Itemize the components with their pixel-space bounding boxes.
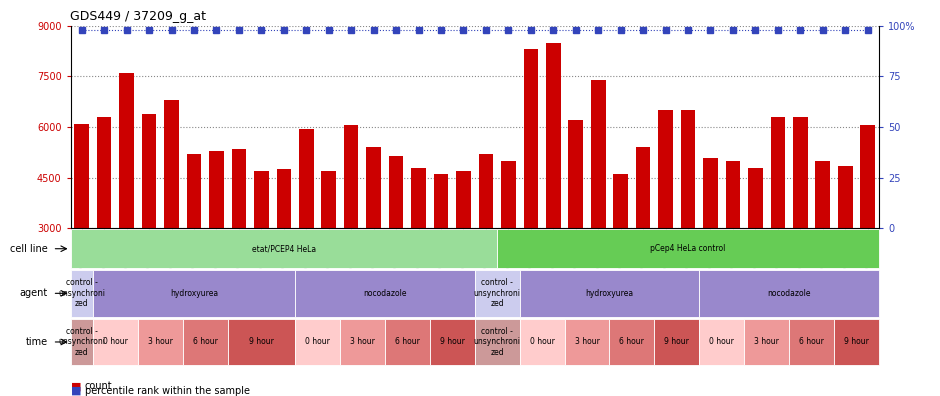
Text: time: time [26,337,48,347]
Text: 3 hour: 3 hour [148,337,173,346]
Bar [389,156,403,330]
Text: 9 hour: 9 hour [844,337,869,346]
Text: control -
unsynchroni
zed: control - unsynchroni zed [474,278,521,308]
Text: ■: ■ [70,386,81,396]
Text: ■: ■ [70,381,81,391]
Bar [456,171,471,330]
Bar [699,270,879,317]
Bar [569,120,583,330]
Bar [138,319,182,366]
Text: etat/PCEP4 HeLa: etat/PCEP4 HeLa [252,244,316,253]
Text: count: count [85,381,112,391]
Bar [520,319,565,366]
Text: 0 hour: 0 hour [710,337,734,346]
Bar [838,166,853,330]
Bar [591,80,605,330]
Bar [681,110,696,330]
Bar [164,100,179,330]
Bar [93,319,138,366]
Text: nocodazole: nocodazole [767,289,811,298]
Bar [70,270,93,317]
Text: control -
unsynchroni
zed: control - unsynchroni zed [474,327,521,357]
Bar [789,319,834,366]
Text: control -
unsynchroni
zed: control - unsynchroni zed [58,278,105,308]
Bar [119,73,133,330]
Bar [520,270,699,317]
Bar [501,161,516,330]
Bar [699,319,744,366]
Bar [384,319,430,366]
Bar [565,319,609,366]
Text: 3 hour: 3 hour [350,337,375,346]
Text: 6 hour: 6 hour [799,337,824,346]
Bar [210,151,224,330]
Text: 3 hour: 3 hour [754,337,779,346]
Bar [744,319,789,366]
Bar [748,168,762,330]
Bar [430,319,475,366]
Bar [74,124,89,330]
Bar [654,319,699,366]
Bar [142,114,156,330]
Text: 6 hour: 6 hour [395,337,420,346]
Text: 3 hour: 3 hour [574,337,600,346]
Bar [703,158,718,330]
Bar [546,43,560,330]
Bar [834,319,879,366]
Bar [70,319,93,366]
Bar [793,117,807,330]
Bar [609,319,654,366]
Bar [321,171,336,330]
Bar [227,319,295,366]
Bar [367,147,381,330]
Text: percentile rank within the sample: percentile rank within the sample [85,386,250,396]
Text: 9 hour: 9 hour [665,337,689,346]
Text: 6 hour: 6 hour [619,337,644,346]
Bar [340,319,384,366]
Bar [658,110,673,330]
Text: 6 hour: 6 hour [193,337,218,346]
Text: agent: agent [20,288,48,298]
Bar [635,147,650,330]
Text: nocodazole: nocodazole [363,289,407,298]
Bar [860,126,875,330]
Bar [276,169,291,330]
Bar [295,319,340,366]
Text: 0 hour: 0 hour [103,337,128,346]
Text: pCep4 HeLa control: pCep4 HeLa control [650,244,726,253]
Bar [475,319,520,366]
Text: hydroxyurea: hydroxyurea [170,289,218,298]
Bar [478,154,494,330]
Text: hydroxyurea: hydroxyurea [586,289,634,298]
Bar [97,117,112,330]
Text: 9 hour: 9 hour [440,337,464,346]
Text: 0 hour: 0 hour [529,337,555,346]
Text: control -
unsynchroni
zed: control - unsynchroni zed [58,327,105,357]
Bar [231,149,246,330]
Bar [524,50,538,330]
Bar [182,319,227,366]
Bar [726,161,740,330]
Bar [412,168,426,330]
Bar [187,154,201,330]
Bar [295,270,475,317]
Bar [299,129,314,330]
Bar [344,126,358,330]
Bar [475,270,520,317]
Text: cell line: cell line [10,244,48,254]
Bar [614,174,628,330]
Bar [497,229,879,268]
Bar [816,161,830,330]
Text: GDS449 / 37209_g_at: GDS449 / 37209_g_at [70,10,207,23]
Bar [433,174,448,330]
Text: 9 hour: 9 hour [249,337,274,346]
Bar [771,117,785,330]
Bar [254,171,269,330]
Bar [70,229,497,268]
Text: 0 hour: 0 hour [306,337,330,346]
Bar [93,270,295,317]
